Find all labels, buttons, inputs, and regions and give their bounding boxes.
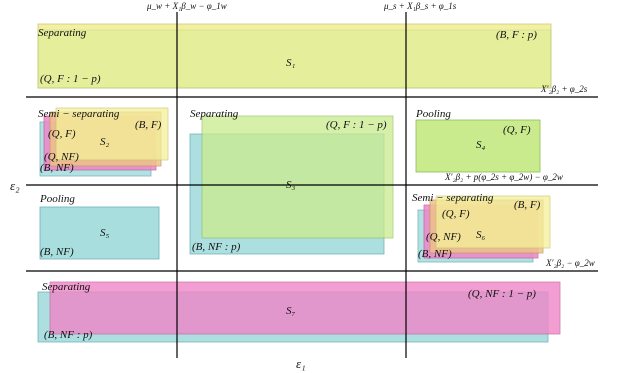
threshold-top-right: μ_s + X₁β_s + φ_1s <box>383 1 457 11</box>
s7-type: Separating <box>42 281 91 293</box>
s4-label: (Q, F) <box>503 124 531 136</box>
s2-label-bnf: (B, NF) <box>40 162 74 174</box>
s6-name: S₆ <box>476 229 486 241</box>
region-s1 <box>37 23 552 89</box>
s1-name: S₁ <box>286 57 296 69</box>
s1-bottom-label: (Q, F : 1 − p) <box>40 73 101 85</box>
s3-name: S₃ <box>286 179 296 191</box>
axis-label-horizontal: ε₂ <box>10 178 20 193</box>
s2-rect-yellow <box>55 107 169 161</box>
axis-label-vertical: ε₁ <box>296 356 306 371</box>
s6-label-qf: (Q, F) <box>442 208 470 220</box>
threshold-lower: X′₂β₂ − φ_2w <box>545 258 595 268</box>
s5-label: (B, NF) <box>40 246 74 258</box>
s3-type: Separating <box>190 108 239 120</box>
s2-type: Semi − separating <box>38 108 120 120</box>
s7-bottom-label: (B, NF : p) <box>44 329 93 341</box>
s1-type: Separating <box>38 27 87 39</box>
threshold-middle: X′₂β₂ + p(φ_2s + φ_2w) − φ_2w <box>444 172 563 182</box>
s1-rect-green <box>37 29 552 89</box>
s6-rect-yellow <box>435 195 551 249</box>
region-s7 <box>37 281 561 343</box>
s7-rect-pink <box>49 281 561 335</box>
s5-name: S₅ <box>100 227 110 239</box>
region-s3 <box>189 115 394 255</box>
s6-type: Semi − separating <box>412 192 494 204</box>
threshold-upper: X′₂β₂ + φ_2s <box>540 84 588 94</box>
s2-label-qf: (Q, F) <box>48 128 76 140</box>
s6-label-bf: (B, F) <box>514 199 541 211</box>
s7-name: S₇ <box>286 305 296 317</box>
s3-top-label: (Q, F : 1 − p) <box>326 119 387 131</box>
s2-label-bf: (B, F) <box>135 119 162 131</box>
s1-rect-yellow <box>37 23 552 89</box>
s2-label-qnf: (Q, NF) <box>44 151 79 163</box>
region-s5 <box>39 206 160 260</box>
s2-name: S₂ <box>100 136 110 148</box>
s1-top-label: (B, F : p) <box>496 29 537 41</box>
region-s4 <box>415 119 541 173</box>
s5-type: Pooling <box>39 193 75 205</box>
s4-name: S₄ <box>476 139 486 151</box>
region-s2 <box>39 107 169 177</box>
s6-label-bnf: (B, NF) <box>418 248 452 260</box>
s7-top-label: (Q, NF : 1 − p) <box>468 288 536 300</box>
threshold-top-left: μ_w + X₁β_w − φ_1w <box>146 1 227 11</box>
s6-label-qnf: (Q, NF) <box>426 231 461 243</box>
s3-bottom-label: (B, NF : p) <box>192 241 241 253</box>
region-s6 <box>417 195 551 263</box>
s4-type: Pooling <box>415 108 451 120</box>
threshold-lines <box>26 12 598 358</box>
s3-rect-green <box>201 115 394 239</box>
